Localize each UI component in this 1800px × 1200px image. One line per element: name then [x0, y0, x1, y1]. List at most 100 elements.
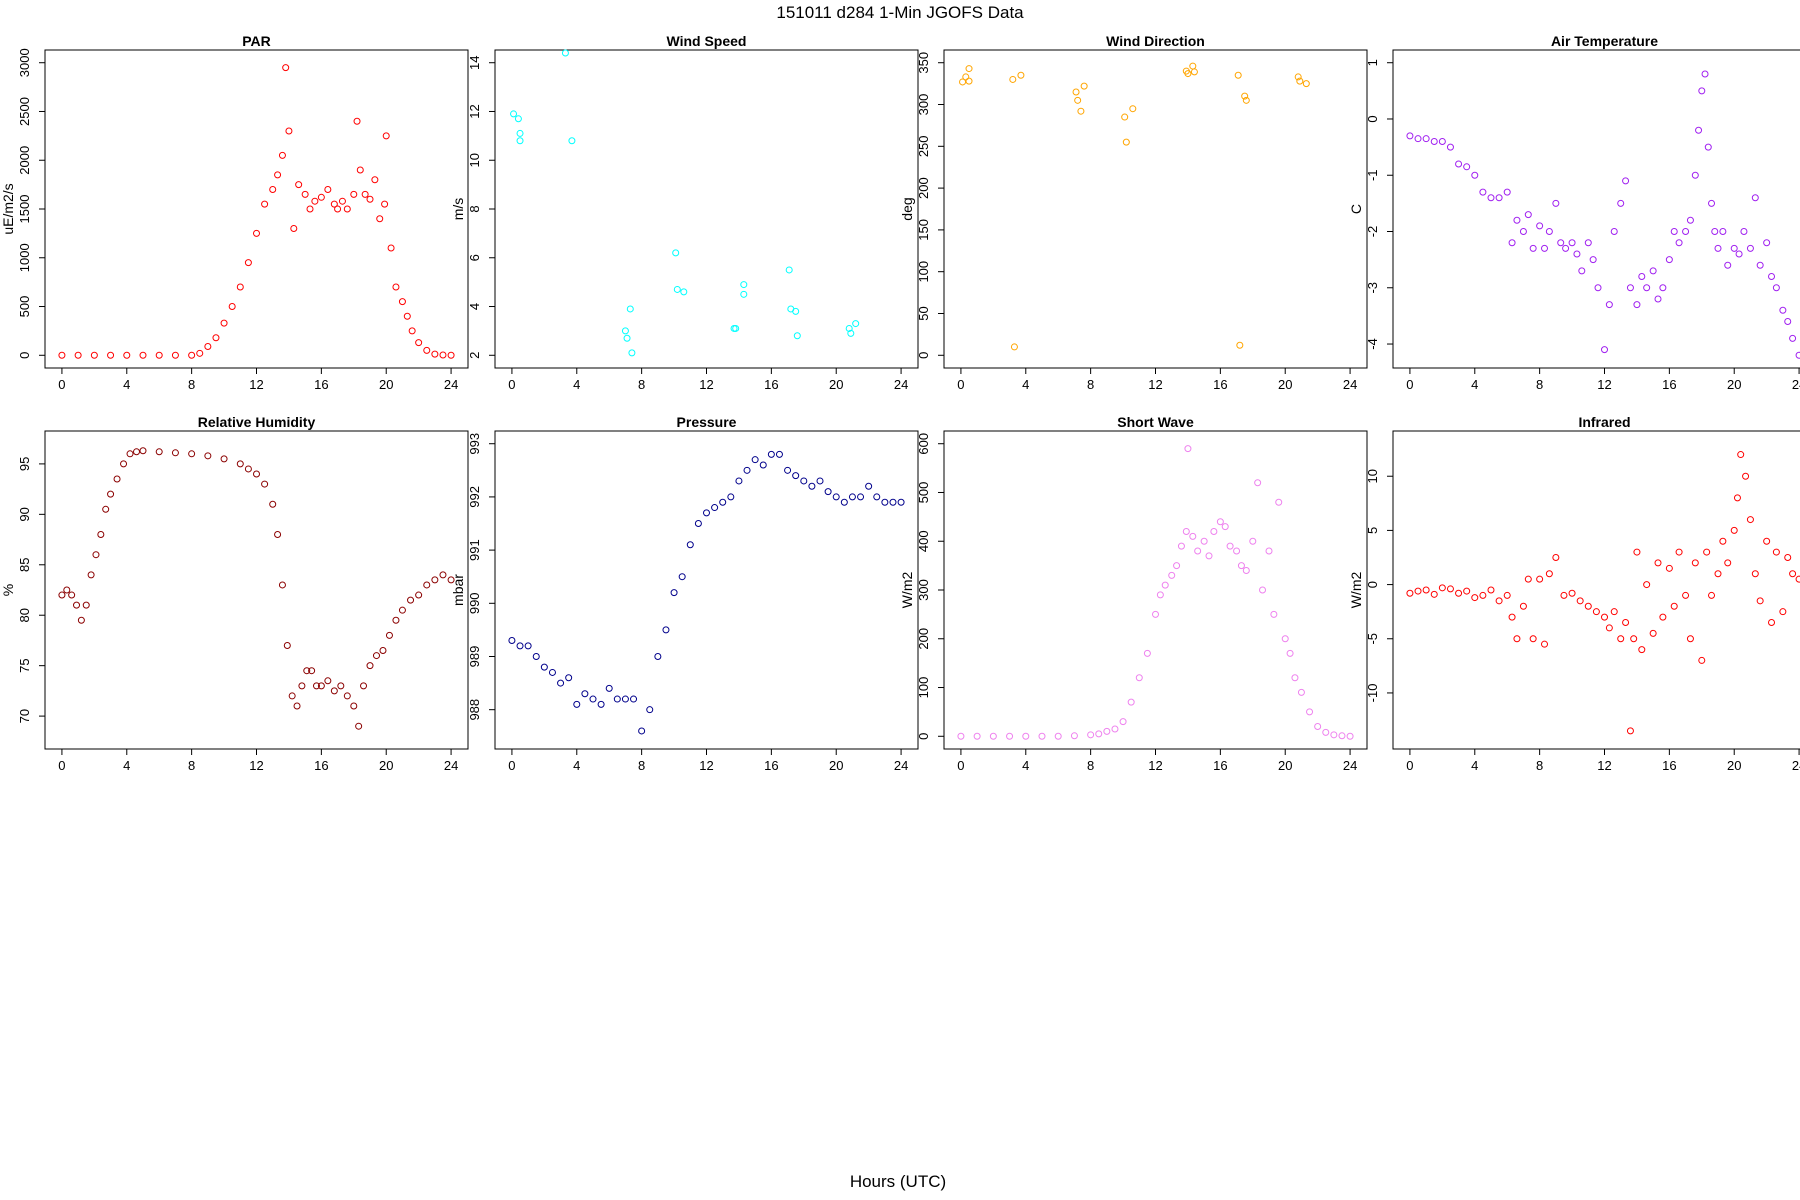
air-temperature-data-point	[1529, 244, 1537, 252]
par-data-point	[366, 195, 374, 203]
air-temperature-data-point	[1772, 284, 1780, 292]
short-wave-data-point	[1249, 537, 1257, 545]
par-y-tick-label: 3000	[17, 48, 32, 77]
par-data-point	[253, 229, 260, 237]
par-y-tick-label: 1500	[17, 195, 32, 224]
wind-speed-x-tick-label: 20	[829, 377, 843, 392]
infrared-x-tick-label: 0	[1406, 758, 1413, 773]
par-data-point	[90, 351, 98, 359]
air-temperature-data-point	[1719, 228, 1727, 236]
short-wave-data-point	[1182, 527, 1190, 535]
relative-humidity-data-point	[107, 490, 115, 498]
par-data-point	[171, 351, 179, 359]
pressure-data-point	[662, 626, 670, 634]
air-temperature-data-point	[1557, 239, 1565, 247]
pressure-y-tick-label: 988	[467, 699, 482, 721]
infrared-data-point	[1682, 591, 1690, 599]
short-wave-data-point	[1237, 562, 1245, 570]
pressure-data-point	[808, 482, 816, 490]
air-temperature-data-point	[1622, 177, 1630, 185]
relative-humidity-data-point	[92, 551, 100, 559]
pressure-x-tick-label: 24	[894, 758, 908, 773]
wind-speed-y-tick-label: 2	[467, 352, 482, 359]
par-data-point	[188, 351, 196, 359]
pressure-data-point	[865, 482, 873, 490]
par-data-point	[343, 205, 351, 213]
short-wave-data-point	[1265, 547, 1273, 555]
relative-humidity-data-point	[73, 601, 81, 609]
wind-direction-data-point	[1077, 107, 1085, 115]
short-wave-data-point	[1254, 479, 1262, 487]
relative-humidity-data-point	[379, 647, 387, 655]
wind-speed-x-axis: 0 4 8 12 16 20 24	[508, 367, 908, 392]
pressure-data-point	[824, 488, 832, 496]
infrared-data-point	[1649, 629, 1657, 637]
pressure-data-point	[816, 477, 824, 485]
short-wave-data-point	[1194, 547, 1202, 555]
air-temperature-data-point	[1779, 306, 1787, 314]
relative-humidity-data-point	[244, 465, 252, 473]
air-temperature-data-point	[1665, 256, 1673, 264]
wind-speed-x-tick-label: 0	[508, 377, 515, 392]
air-temperature-data-point	[1524, 211, 1532, 219]
infrared-data-point	[1708, 591, 1716, 599]
infrared-data-point	[1463, 587, 1471, 595]
air-temperature-data-point	[1610, 228, 1618, 236]
par-data-point	[269, 185, 277, 193]
pressure-data-point	[597, 700, 605, 708]
pressure-y-tick-label: 989	[467, 646, 482, 668]
short-wave-data-point	[1306, 708, 1314, 716]
pressure-x-axis: 0 4 8 12 16 20 24	[508, 748, 908, 773]
air-temperature-y-tick-label: -1	[1365, 169, 1380, 181]
wind-direction-y-tick-label: 200	[916, 177, 931, 199]
par-data-point	[236, 283, 244, 291]
air-temperature-data-point	[1795, 351, 1800, 359]
infrared-data-point	[1592, 608, 1600, 616]
short-wave-data-point	[1103, 727, 1111, 735]
air-temperature-data-point	[1541, 244, 1549, 252]
par-x-tick-label: 16	[314, 377, 328, 392]
relative-humidity-data-point	[139, 447, 147, 455]
air-temperature-data-point	[1740, 228, 1748, 236]
pressure-y-tick-label: 993	[467, 433, 482, 455]
par-points	[58, 64, 455, 359]
relative-humidity-data-point	[120, 460, 128, 468]
infrared-data-point	[1670, 602, 1678, 610]
par-data-point	[423, 346, 431, 354]
air-temperature-x-tick-label: 16	[1662, 377, 1676, 392]
air-temperature-data-point	[1711, 228, 1719, 236]
wind-speed-points	[510, 49, 860, 357]
short-wave-data-point	[1286, 649, 1294, 657]
infrared-data-point	[1772, 548, 1780, 556]
air-temperature-title: Air Temperature	[1551, 33, 1658, 49]
par-data-point	[330, 200, 338, 208]
relative-humidity-data-point	[77, 616, 85, 624]
wind-direction-data-point	[1296, 77, 1304, 85]
air-temperature-data-point	[1471, 171, 1479, 179]
infrared-data-point	[1665, 564, 1673, 572]
short-wave-data-point	[1270, 610, 1278, 618]
relative-humidity-data-point	[63, 586, 71, 594]
infrared-x-tick-label: 16	[1662, 758, 1676, 773]
infrared-data-point	[1495, 597, 1503, 605]
relative-humidity-data-point	[423, 581, 431, 589]
par-data-point	[306, 205, 314, 213]
wind-direction-data-point	[962, 73, 970, 81]
par-data-point	[212, 334, 220, 342]
wind-direction-y-tick-label: 50	[916, 306, 931, 320]
par-data-point	[155, 351, 163, 359]
par-data-point	[431, 350, 439, 358]
wind-speed-data-point	[516, 137, 524, 145]
air-temperature-data-point	[1714, 244, 1722, 252]
wind-direction-y-tick-label: 300	[916, 94, 931, 116]
short-wave-data-point	[1221, 523, 1229, 531]
air-temperature-data-point	[1536, 222, 1544, 230]
infrared-data-point	[1446, 585, 1454, 593]
wind-direction-data-point	[1236, 341, 1244, 349]
par-data-point	[290, 225, 298, 233]
wind-direction-x-tick-label: 24	[1343, 377, 1357, 392]
wind-speed-data-point	[680, 288, 688, 296]
